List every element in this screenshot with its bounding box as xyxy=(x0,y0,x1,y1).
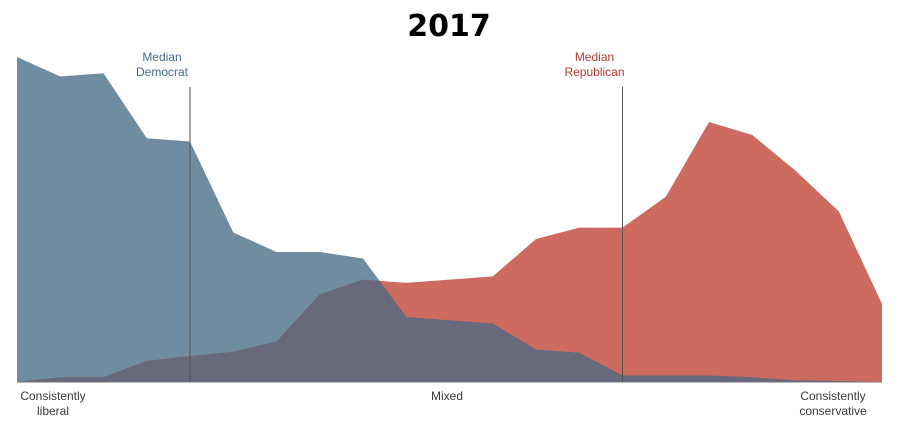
axis-label-center: Mixed xyxy=(431,389,463,403)
x-axis-labels: Consistently liberal Mixed Consistently … xyxy=(20,389,867,418)
axis-label-left-line1: Consistently xyxy=(20,389,85,403)
median-democrat-label-line2: Democrat xyxy=(136,65,189,79)
axis-label-left-line2: liberal xyxy=(37,404,69,418)
republican-area xyxy=(17,122,882,382)
chart-title: 2017 xyxy=(407,9,491,44)
axis-label-right-line1: Consistently xyxy=(800,389,865,403)
median-republican-label: Median Republican xyxy=(564,50,624,79)
median-republican-label-line1: Median xyxy=(575,50,614,64)
median-democrat-label-line1: Median xyxy=(142,50,181,64)
area-layer xyxy=(17,57,882,382)
median-lines xyxy=(189,87,623,382)
median-republican-label-line2: Republican xyxy=(564,65,624,79)
axis-label-right-line2: conservative xyxy=(799,404,867,418)
democrat-area xyxy=(17,57,882,382)
median-democrat-label: Median Democrat xyxy=(136,50,189,79)
